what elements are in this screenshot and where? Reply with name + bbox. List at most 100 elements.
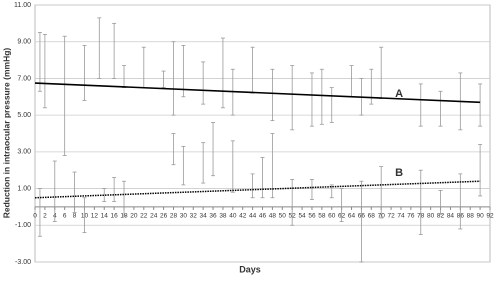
error-bar (72, 171, 77, 213)
x-tick-label: 24 (150, 213, 158, 220)
error-bar (52, 160, 57, 223)
x-tick-label: 6 (63, 213, 67, 220)
error-bar (260, 156, 265, 199)
error-bar (42, 33, 47, 109)
x-tick-label: 38 (219, 213, 227, 220)
error-bar (418, 169, 423, 235)
x-tick-label: 76 (407, 213, 415, 220)
series-label: A (395, 88, 403, 100)
error-bar (220, 37, 225, 109)
error-bar (82, 44, 87, 101)
error-bar (112, 177, 117, 202)
x-tick-label: 72 (387, 213, 395, 220)
error-bar (122, 65, 127, 89)
x-tick-label: 2 (43, 213, 47, 220)
x-tick-label: 46 (259, 213, 267, 220)
x-tick-label: 26 (160, 213, 168, 220)
error-bar (141, 46, 146, 89)
x-tick-label: 56 (308, 213, 316, 220)
y-tick-label: -3.00 (15, 259, 31, 266)
x-tick-label: 34 (200, 213, 208, 220)
x-tick-label: 48 (269, 213, 277, 220)
x-tick-label: 54 (298, 213, 306, 220)
error-bar (418, 83, 423, 127)
x-tick-label: 14 (101, 213, 109, 220)
error-bar (329, 87, 334, 123)
error-bar (309, 178, 314, 200)
error-bar (319, 68, 324, 125)
error-bar (82, 197, 87, 234)
y-axis-title: Reduction in intraocular pressure (mmHg) (1, 48, 11, 219)
error-bar (122, 180, 127, 217)
x-tick-label: 16 (111, 213, 119, 220)
trend-line (34, 82, 481, 104)
x-tick-label: 8 (73, 213, 77, 220)
plot-area (34, 4, 491, 263)
error-bar (181, 145, 186, 186)
error-bar (349, 65, 354, 98)
error-bar (230, 140, 235, 193)
x-tick-label: 12 (91, 213, 99, 220)
error-bar (37, 32, 42, 92)
error-bar (270, 68, 275, 122)
y-tick-label: 3.00 (17, 149, 31, 156)
error-bar (250, 46, 255, 94)
y-tick-label: 11.00 (14, 2, 31, 9)
error-bar (478, 144, 483, 197)
error-bar (438, 90, 443, 127)
error-bar (379, 46, 384, 100)
x-tick-label: 30 (180, 213, 188, 220)
error-bar (171, 133, 176, 166)
error-bar (201, 142, 206, 184)
x-tick-label: 40 (229, 213, 237, 220)
error-bar (112, 22, 117, 79)
trend-line (34, 180, 481, 199)
x-tick-label: 0 (33, 213, 37, 220)
series-label: B (395, 167, 403, 179)
error-bar (339, 188, 344, 223)
x-tick-label: 22 (140, 213, 148, 220)
x-tick-label: 82 (437, 213, 445, 220)
x-tick-label: 44 (249, 213, 257, 220)
x-tick-label: 80 (427, 213, 435, 220)
y-tick-label: 5.00 (17, 112, 31, 119)
error-bar (438, 190, 443, 215)
error-bar (102, 188, 107, 202)
error-bar (309, 72, 314, 127)
x-tick-label: 36 (209, 213, 217, 220)
x-tick-label: 88 (467, 213, 475, 220)
error-bar (290, 178, 295, 226)
error-bar (290, 65, 295, 131)
x-tick-label: 60 (328, 213, 336, 220)
x-tick-label: 42 (239, 213, 247, 220)
error-bar (211, 122, 216, 177)
x-tick-label: 90 (476, 213, 484, 220)
error-bar (181, 44, 186, 98)
x-tick-label: 68 (368, 213, 376, 220)
error-bar (37, 188, 42, 237)
x-tick-label: 28 (170, 213, 178, 220)
y-tick-label: 7.00 (17, 75, 31, 82)
x-tick-label: 92 (486, 213, 494, 220)
error-bar (369, 68, 374, 105)
x-tick-label: 74 (397, 213, 405, 220)
x-tick-label: 32 (190, 213, 198, 220)
error-bar (478, 83, 483, 127)
error-bar (329, 184, 334, 199)
x-tick-label: 64 (348, 213, 356, 220)
error-bar (171, 41, 176, 116)
error-bar (359, 180, 364, 263)
error-bar (161, 70, 166, 89)
error-bar (379, 166, 384, 219)
x-tick-label: 84 (447, 213, 455, 220)
x-tick-label: 50 (279, 213, 287, 220)
x-tick-label: 58 (318, 213, 326, 220)
x-tick-label: 20 (130, 213, 138, 220)
y-tick-label: 1.00 (17, 185, 31, 192)
error-bar (97, 17, 102, 79)
y-tick-label: -1.00 (15, 222, 31, 229)
x-axis-title: Days (239, 264, 261, 274)
error-bar (270, 133, 275, 199)
error-bar (201, 61, 206, 105)
